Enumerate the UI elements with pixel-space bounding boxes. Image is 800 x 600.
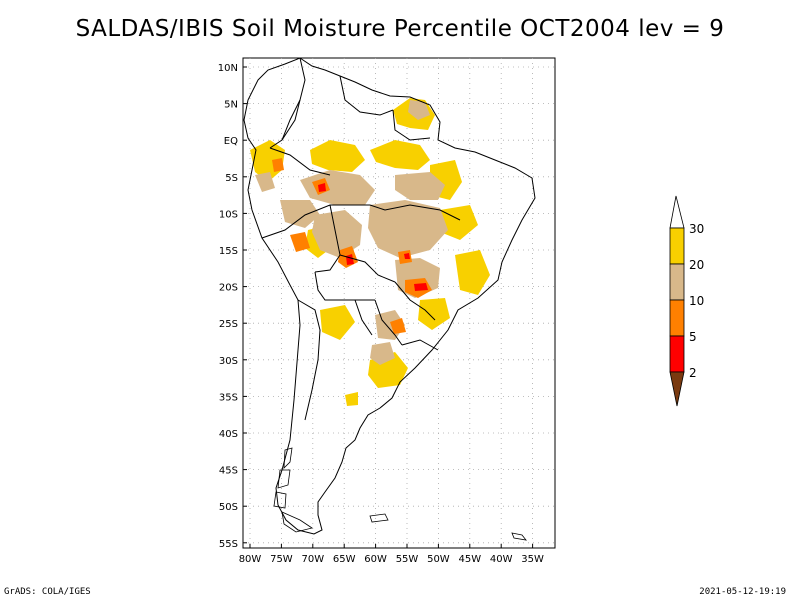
legend-label-20: 20	[689, 258, 704, 272]
coastline	[243, 57, 536, 535]
lon-label: 45W	[458, 554, 481, 565]
lat-label: 25S	[219, 319, 238, 330]
shade-10-20	[255, 100, 448, 365]
legend-swatch-gt30	[669, 195, 685, 229]
lon-label: 80W	[239, 554, 262, 565]
map-frame	[242, 57, 556, 549]
footer-timestamp: 2021-05-12-19:19	[699, 587, 786, 597]
lon-label: 35W	[521, 554, 544, 565]
lon-label: 65W	[333, 554, 356, 565]
lat-label: 45S	[219, 466, 238, 477]
latitude-labels: 10N 5N EQ 5S 10S 15S 20S 25S 30S 35S 40S 45S 50S 55S	[218, 63, 247, 550]
legend-swatch-5-10	[669, 299, 685, 337]
legend-label-10: 10	[689, 294, 704, 308]
lat-label: 35S	[219, 392, 238, 403]
lon-label: 50W	[427, 554, 450, 565]
legend-swatch-2-5	[669, 335, 685, 373]
lon-label: 60W	[364, 554, 387, 565]
lat-label: 15S	[219, 246, 238, 257]
shade-2-5	[318, 183, 428, 291]
lat-label: 10N	[218, 63, 238, 74]
legend-label-2: 2	[689, 366, 697, 380]
legend-label-5: 5	[689, 330, 697, 344]
lat-label: 30S	[219, 356, 238, 367]
lat-label: 55S	[219, 539, 238, 550]
lon-label: 55W	[396, 554, 419, 565]
lon-label: 75W	[270, 554, 293, 565]
lon-label: 40W	[490, 554, 513, 565]
lat-label: 20S	[219, 283, 238, 294]
colorbar: 30 20 10 5 2	[669, 195, 704, 407]
southern-islands	[273, 447, 527, 541]
lat-label: 5N	[224, 100, 238, 111]
legend-swatch-lt2	[669, 371, 685, 407]
legend-label-30: 30	[689, 222, 704, 236]
lat-label: 50S	[219, 502, 238, 513]
lat-label: 5S	[225, 173, 238, 184]
map-title: SALDAS/IBIS Soil Moisture Percentile OCT…	[75, 16, 725, 42]
legend-swatch-10-20	[669, 263, 685, 301]
lat-label: 40S	[219, 429, 238, 440]
legend-swatch-20-30	[669, 227, 685, 265]
lat-label: EQ	[224, 136, 238, 147]
lon-label: 70W	[301, 554, 324, 565]
lat-label: 10S	[219, 209, 238, 220]
footer-credit: GrADS: COLA/IGES	[4, 587, 91, 597]
longitude-labels: 80W 75W 70W 65W 60W 55W 50W 45W 40W 35W	[239, 544, 544, 565]
